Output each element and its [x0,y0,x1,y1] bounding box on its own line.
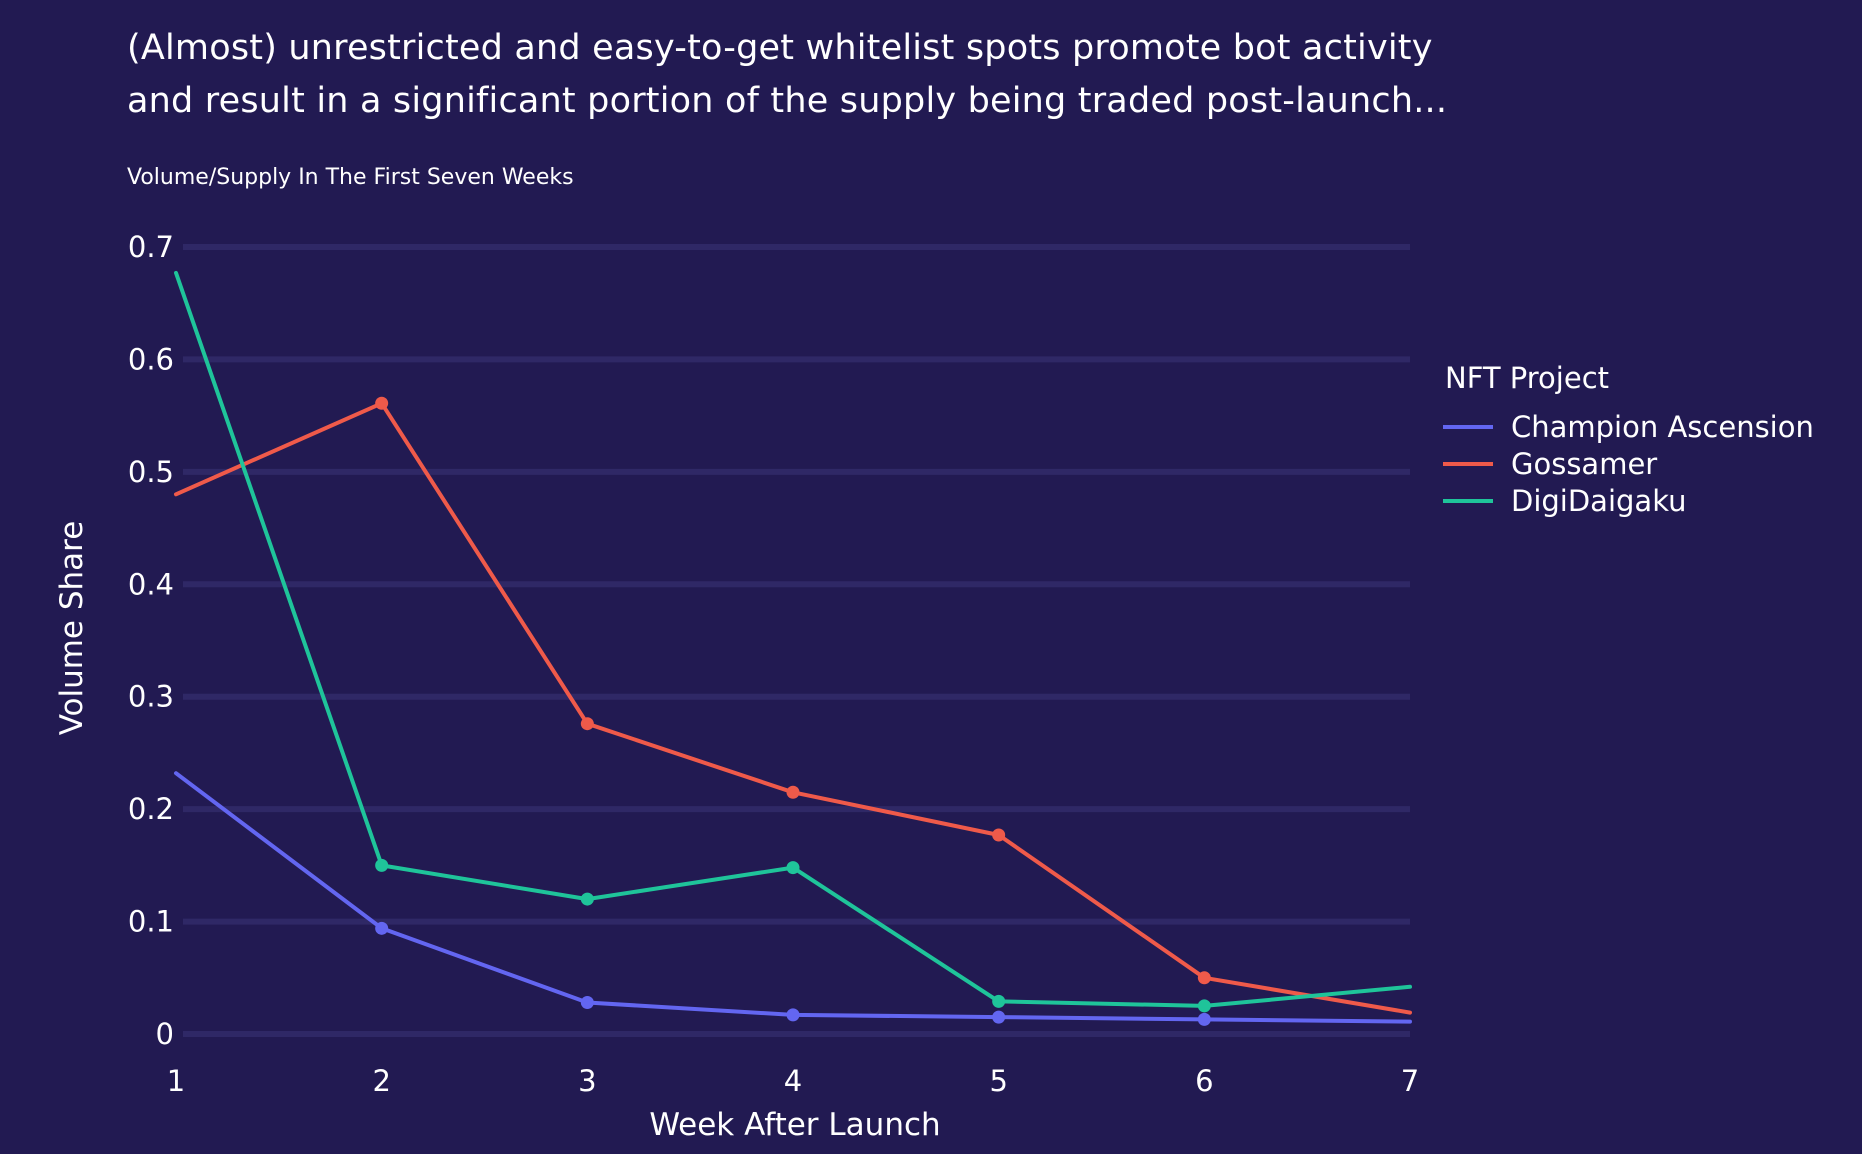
data-point [580,892,594,906]
gridlines [183,244,1410,1037]
legend-item-label: Champion Ascension [1511,410,1814,444]
data-point [1197,1012,1211,1026]
data-point [375,921,389,935]
x-tick-label: 3 [578,1064,596,1098]
x-tick-label: 6 [1195,1064,1213,1098]
data-point [992,1010,1006,1024]
y-tick-label: 0.6 [128,342,174,376]
y-axis-ticks: 0 0.1 0.2 0.3 0.4 0.5 0.6 0.7 [128,230,174,1051]
y-tick-label: 0.4 [128,567,174,601]
legend-item-label: DigiDaigaku [1511,484,1686,518]
data-point [375,858,389,872]
y-tick-label: 0.3 [128,680,174,714]
data-point [580,717,594,731]
chart-title-line-2: and result in a significant portion of t… [127,81,1448,121]
data-point [992,994,1006,1008]
x-tick-label: 1 [167,1064,185,1098]
x-axis-ticks: 1 2 3 4 5 6 7 [167,1064,1419,1098]
data-point [1197,999,1211,1013]
y-tick-label: 0.1 [128,905,174,939]
x-tick-label: 2 [372,1064,390,1098]
chart-subtitle: Volume/Supply In The First Seven Weeks [127,165,574,190]
series-line [174,270,1412,1008]
legend-title: NFT Project [1445,361,1609,395]
y-axis-label: Volume Share [54,521,90,736]
data-point [786,785,800,799]
data-point [992,828,1006,842]
legend: NFT Project Champion AscensionGossamerDi… [1443,361,1814,518]
y-tick-label: 0.2 [128,792,174,826]
x-axis-label: Week After Launch [649,1107,940,1143]
x-tick-label: 5 [989,1064,1007,1098]
data-point [786,861,800,875]
data-point [1197,971,1211,985]
x-tick-label: 4 [784,1064,802,1098]
x-tick-label: 7 [1401,1064,1419,1098]
series-lines [174,270,1412,1024]
data-point [786,1008,800,1022]
y-tick-label: 0.5 [128,455,174,489]
series-points [375,396,1211,1026]
y-tick-label: 0.7 [128,230,174,264]
chart-title-line-1: (Almost) unrestricted and easy-to-get wh… [127,28,1433,68]
y-tick-label: 0 [156,1017,174,1051]
data-point [580,996,594,1010]
legend-item-label: Gossamer [1511,447,1657,481]
data-point [375,396,389,410]
